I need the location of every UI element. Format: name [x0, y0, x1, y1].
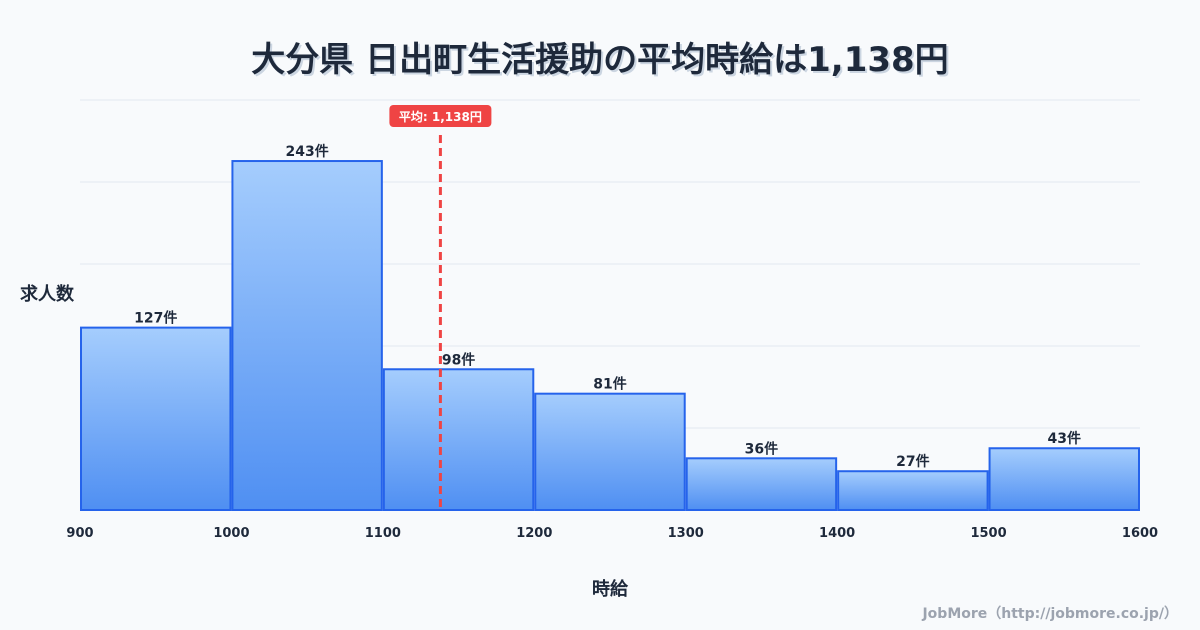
histogram-bar — [231, 160, 383, 512]
histogram-bar — [80, 326, 232, 512]
y-axis-label: 求人数 — [20, 284, 74, 305]
credit-text: JobMore（http://jobmore.co.jp/） — [922, 606, 1178, 622]
mean-label-badge — [389, 105, 492, 127]
x-tick-label: 1100 — [365, 526, 401, 541]
histogram-bar — [382, 368, 535, 511]
x-tick-label: 1300 — [668, 526, 704, 541]
histogram-bar — [988, 447, 1140, 511]
bar-data-label: 81件 — [593, 376, 626, 393]
x-axis-label: 時給 — [592, 579, 628, 600]
x-tick-label: 1600 — [1122, 526, 1158, 541]
bar-data-label: 98件 — [442, 351, 475, 368]
x-tick-label: 1400 — [819, 526, 855, 541]
histogram-bar — [534, 392, 686, 512]
x-tick-label: 1500 — [970, 526, 1006, 541]
bar-data-label: 27件 — [896, 453, 929, 470]
x-tick-label: 1000 — [213, 526, 249, 541]
x-tick-label: 1200 — [516, 526, 552, 541]
bar-data-label: 36件 — [745, 440, 778, 457]
bar-data-label: 243件 — [286, 143, 329, 160]
bar-data-label: 43件 — [1048, 430, 1081, 447]
x-tick-label: 900 — [66, 526, 93, 541]
chart-title: 大分県 日出町生活援助の平均時給は1,138円 — [251, 40, 949, 80]
bar-data-label: 127件 — [134, 310, 177, 327]
histogram-bar — [685, 457, 838, 512]
mean-label: 平均: 1,138円 — [399, 109, 482, 124]
histogram-bar — [837, 470, 989, 512]
